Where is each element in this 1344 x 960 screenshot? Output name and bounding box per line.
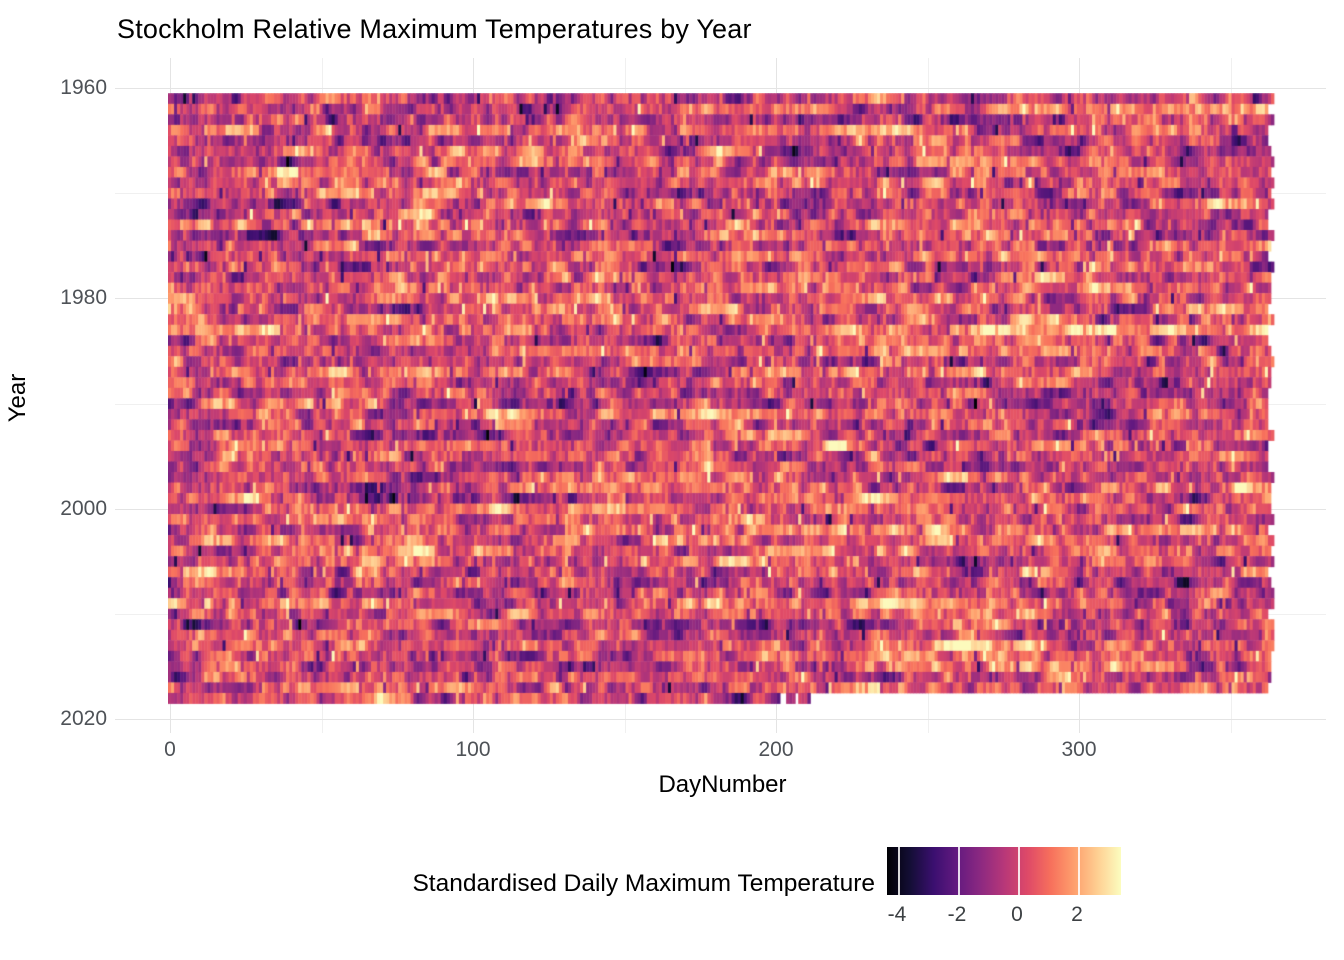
legend-title: Standardised Daily Maximum Temperature	[412, 870, 875, 897]
y-tick-label: 1960	[60, 76, 107, 99]
chart-title: Stockholm Relative Maximum Temperatures …	[117, 14, 752, 44]
colorbar-tick	[957, 847, 960, 895]
colorbar-tick-label: -2	[947, 903, 967, 926]
gridline	[115, 88, 1326, 89]
x-tick-label: 300	[1061, 738, 1097, 761]
y-tick-label: 2000	[60, 497, 107, 520]
x-axis-title: DayNumber	[658, 771, 787, 798]
colorbar-tick	[897, 847, 900, 895]
heatmap-canvas	[168, 93, 1277, 705]
colorbar-tick-label: 2	[1071, 903, 1083, 926]
colorbar-tick-label: -4	[887, 903, 907, 926]
y-axis-title: Year	[4, 373, 31, 423]
y-tick-label: 2020	[60, 707, 107, 730]
x-tick-label: 200	[758, 738, 794, 761]
gridline	[115, 719, 1326, 721]
colorbar-tick	[1077, 847, 1080, 895]
x-tick-label: 100	[455, 738, 491, 761]
x-tick-label: 0	[164, 738, 176, 761]
y-tick-label: 1980	[60, 286, 107, 309]
colorbar-tick	[1017, 847, 1020, 895]
colorbar-gradient	[887, 847, 1121, 895]
colorbar-tick-label: 0	[1011, 903, 1023, 926]
